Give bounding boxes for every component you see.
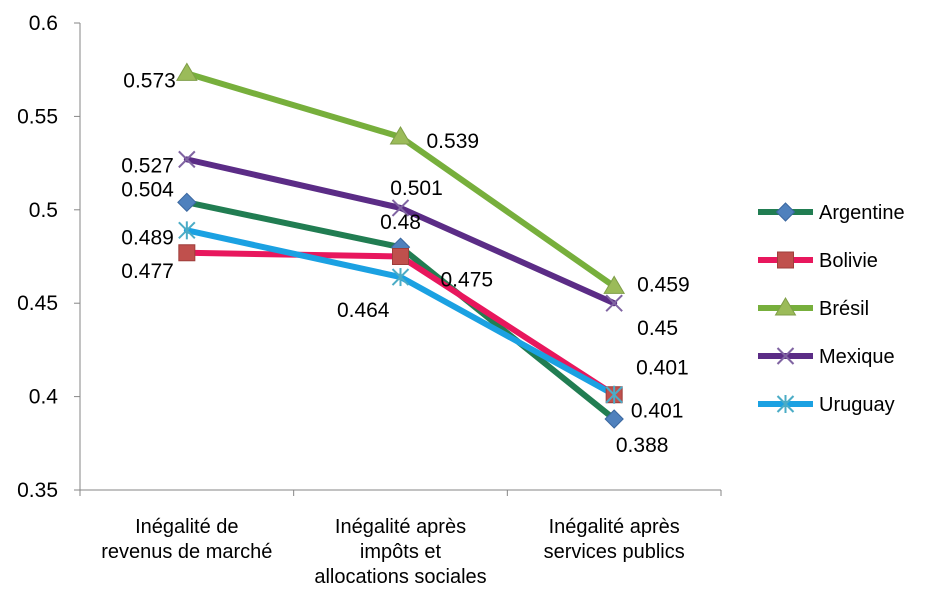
x-category-label-line: Inégalité après [549, 516, 680, 538]
legend-marker [777, 251, 794, 269]
y-tick-label: 0.45 [17, 292, 58, 315]
point-marker-uruguay [178, 221, 196, 240]
series-line-argentine [183, 199, 618, 423]
point-marker-bresil [603, 275, 626, 294]
data-label: 0.401 [636, 357, 689, 380]
point-marker-uruguay [391, 268, 410, 287]
legend-marker [775, 202, 796, 222]
legend-label: Uruguay [819, 394, 895, 416]
legend-label: Argentine [819, 202, 905, 224]
data-label: 0.388 [616, 434, 669, 457]
point-marker-bresil [175, 62, 198, 81]
point-marker-uruguay [605, 385, 623, 404]
legend-item-argentine: Argentine [758, 202, 905, 224]
point-marker-argentine [177, 192, 197, 213]
legend-marker [776, 347, 795, 365]
point-marker-argentine [604, 409, 624, 429]
data-label: 0.527 [121, 154, 174, 177]
x-category-label-line: services publics [544, 541, 685, 563]
y-tick-label: 0.6 [29, 12, 58, 35]
x-category-label-line: Inégalité de [135, 516, 238, 538]
x-category-label-line: revenus de marché [101, 541, 272, 563]
data-label: 0.489 [121, 226, 174, 249]
data-label: 0.539 [427, 130, 480, 153]
x-category-label-line: Inégalité après [335, 516, 466, 538]
y-tick-label: 0.55 [17, 105, 58, 128]
data-label: 0.464 [337, 299, 390, 322]
x-category-label-line: impôts et [360, 541, 442, 563]
data-label: 0.475 [441, 269, 494, 292]
data-labels: 0.504 0.48 0.388 0.477 0.475 0.401 0.573 0.539 0… [121, 69, 689, 457]
legend-item-bolivie: Bolivie [758, 250, 878, 272]
axes: 0.35 0.4 0.45 0.5 0.55 0.6 Inégalité de revenus… [17, 12, 722, 588]
legend-marker [776, 395, 795, 413]
y-tick-label: 0.35 [17, 479, 58, 502]
point-marker-bolivie [392, 248, 409, 265]
point-marker-mexique [605, 294, 623, 312]
legend: Argentine Bolivie Brésil Mexique Uruguay [758, 202, 905, 416]
x-category-label: Inégalité après impôts et allocations soci… [314, 516, 486, 588]
series-markers [175, 62, 626, 429]
data-label: 0.504 [121, 178, 174, 201]
data-label: 0.573 [123, 69, 176, 92]
data-label: 0.401 [631, 400, 684, 423]
point-marker-bresil [389, 125, 412, 145]
legend-marker [774, 297, 797, 316]
marker-stroke [605, 294, 623, 312]
marker-stroke [178, 150, 196, 169]
x-category-label: Inégalité après services publics [544, 516, 685, 563]
x-category-label: Inégalité de revenus de marché [101, 516, 272, 563]
data-label: 0.501 [390, 177, 443, 200]
y-tick-label: 0.4 [29, 386, 59, 409]
data-label: 0.45 [637, 317, 678, 340]
legend-label: Bolivie [819, 250, 878, 272]
point-marker-mexique [178, 150, 196, 169]
marker-stroke [391, 199, 410, 217]
data-label: 0.48 [380, 211, 421, 234]
data-label: 0.459 [637, 273, 690, 296]
legend-item-bresil: Brésil [758, 297, 869, 320]
point-marker-bolivie [178, 244, 196, 262]
y-tick-label: 0.5 [29, 199, 58, 222]
legend-label: Brésil [819, 298, 869, 320]
legend-item-uruguay: Uruguay [758, 394, 895, 416]
x-category-label-line: allocations sociales [314, 566, 486, 588]
data-label: 0.477 [121, 260, 174, 283]
marker-stroke [776, 347, 795, 365]
legend-label: Mexique [819, 346, 895, 368]
point-marker-mexique [391, 199, 410, 217]
legend-item-mexique: Mexique [758, 346, 895, 368]
